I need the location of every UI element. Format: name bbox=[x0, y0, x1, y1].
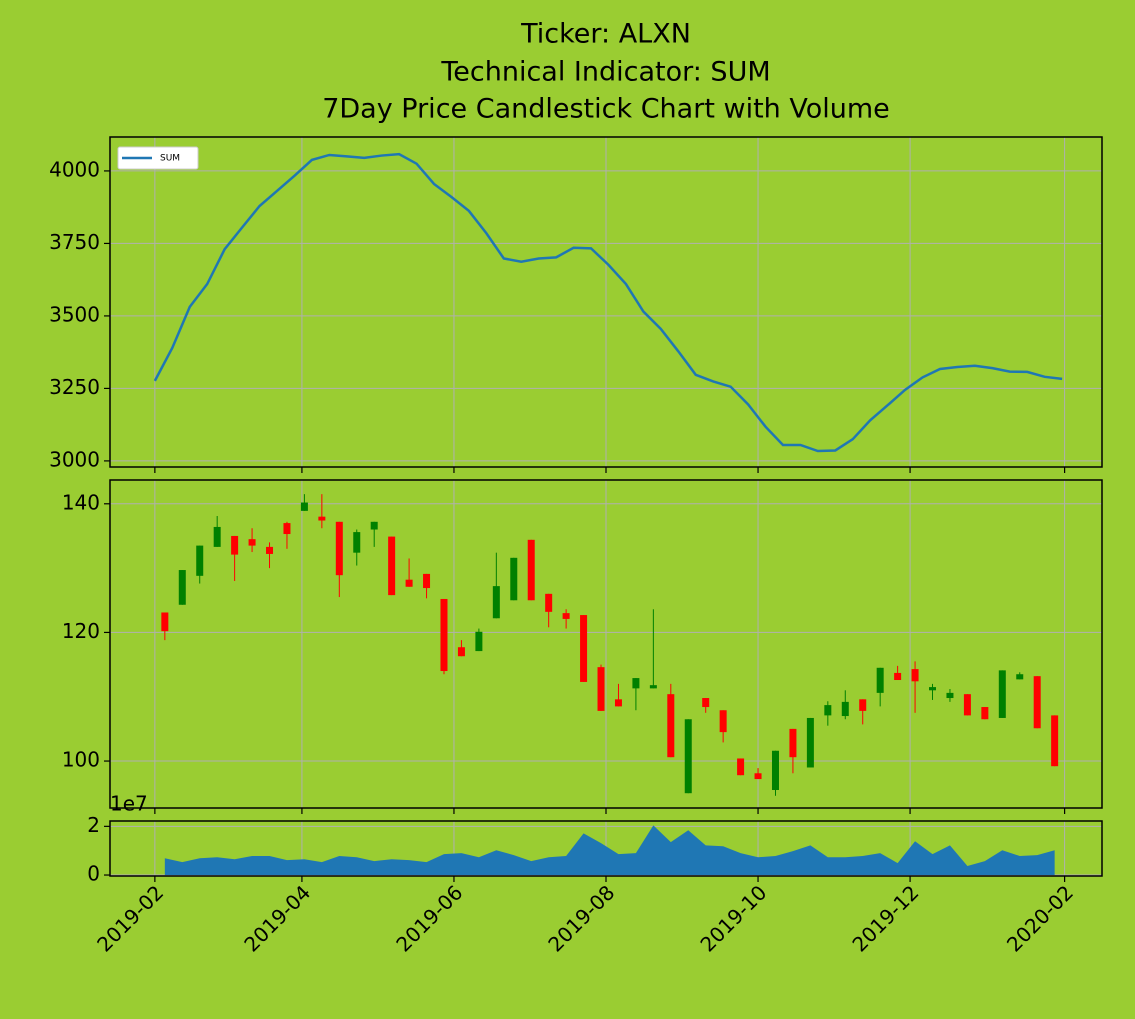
candle-body bbox=[929, 687, 937, 691]
candle-body bbox=[667, 694, 675, 758]
y-tick-label: 2 bbox=[87, 813, 100, 837]
legend: SUM bbox=[117, 146, 199, 170]
candle-body bbox=[894, 672, 902, 681]
volume-area bbox=[164, 825, 1055, 876]
candle-body bbox=[161, 612, 169, 632]
candle-body bbox=[283, 523, 291, 535]
y-tick-label: 3500 bbox=[49, 302, 100, 326]
candle-body bbox=[806, 717, 814, 768]
y-tick-label: 0 bbox=[87, 862, 100, 886]
candle-body bbox=[702, 698, 710, 708]
title-line: 7Day Price Candlestick Chart with Volume bbox=[322, 94, 890, 125]
candle-body bbox=[440, 598, 448, 672]
candle-body bbox=[719, 710, 727, 733]
candle-body bbox=[580, 615, 588, 682]
candle-body bbox=[300, 502, 308, 511]
candle-body bbox=[178, 570, 186, 605]
candle-body bbox=[370, 521, 378, 530]
candle-body bbox=[946, 692, 954, 699]
axes-frame bbox=[109, 479, 1103, 809]
candle-body bbox=[737, 758, 745, 776]
candle-body bbox=[545, 593, 553, 612]
legend-label: SUM bbox=[160, 154, 180, 164]
candle-body bbox=[963, 694, 971, 716]
candle-body bbox=[266, 546, 274, 554]
candle-body bbox=[684, 719, 692, 794]
y-tick-label: 100 bbox=[62, 748, 100, 772]
axes-frame bbox=[109, 820, 1103, 877]
candle-body bbox=[248, 539, 256, 546]
candle-body bbox=[859, 699, 867, 711]
candle-body bbox=[231, 535, 239, 555]
candle-body bbox=[562, 613, 570, 619]
legend-frame bbox=[117, 146, 199, 170]
y-tick-label: 140 bbox=[62, 490, 100, 514]
candle-body bbox=[824, 705, 832, 716]
candle-body bbox=[196, 545, 204, 576]
candle-body bbox=[1051, 715, 1059, 767]
y-tick-label: 3000 bbox=[49, 447, 100, 471]
title-line: Technical Indicator: SUM bbox=[440, 57, 770, 88]
candle-body bbox=[318, 516, 326, 521]
candle-body bbox=[649, 685, 657, 689]
y-tick-label: 3750 bbox=[49, 230, 100, 254]
candle-body bbox=[614, 699, 622, 707]
candle-body bbox=[981, 707, 989, 720]
candle-body bbox=[754, 773, 762, 780]
candle-body bbox=[335, 521, 343, 576]
sum-line bbox=[153, 152, 1063, 453]
candle-body bbox=[841, 701, 849, 717]
candle-body bbox=[510, 557, 518, 601]
candle-body bbox=[1016, 674, 1024, 680]
candle-body bbox=[423, 573, 431, 589]
y-offset-label: 1e7 bbox=[110, 792, 148, 816]
y-tick-label: 120 bbox=[62, 619, 100, 643]
candle-body bbox=[388, 536, 396, 596]
title-line: Ticker: ALXN bbox=[520, 19, 691, 50]
candle-body bbox=[876, 667, 884, 693]
candle-body bbox=[405, 579, 413, 587]
candle-body bbox=[527, 539, 535, 601]
candle-body bbox=[789, 728, 797, 758]
candle-body bbox=[911, 669, 919, 682]
y-tick-label: 4000 bbox=[49, 157, 100, 181]
candle-body bbox=[998, 670, 1006, 718]
candle-body bbox=[353, 532, 361, 553]
candle-body bbox=[1033, 676, 1041, 729]
candle-body bbox=[213, 526, 221, 547]
candle-body bbox=[771, 750, 779, 790]
candle-body bbox=[597, 667, 605, 711]
candle-body bbox=[632, 678, 640, 689]
axes-frame bbox=[109, 136, 1103, 468]
candle-body bbox=[492, 586, 500, 619]
candle-body bbox=[475, 631, 483, 652]
candle-body bbox=[457, 647, 465, 657]
y-tick-label: 3250 bbox=[49, 375, 100, 399]
